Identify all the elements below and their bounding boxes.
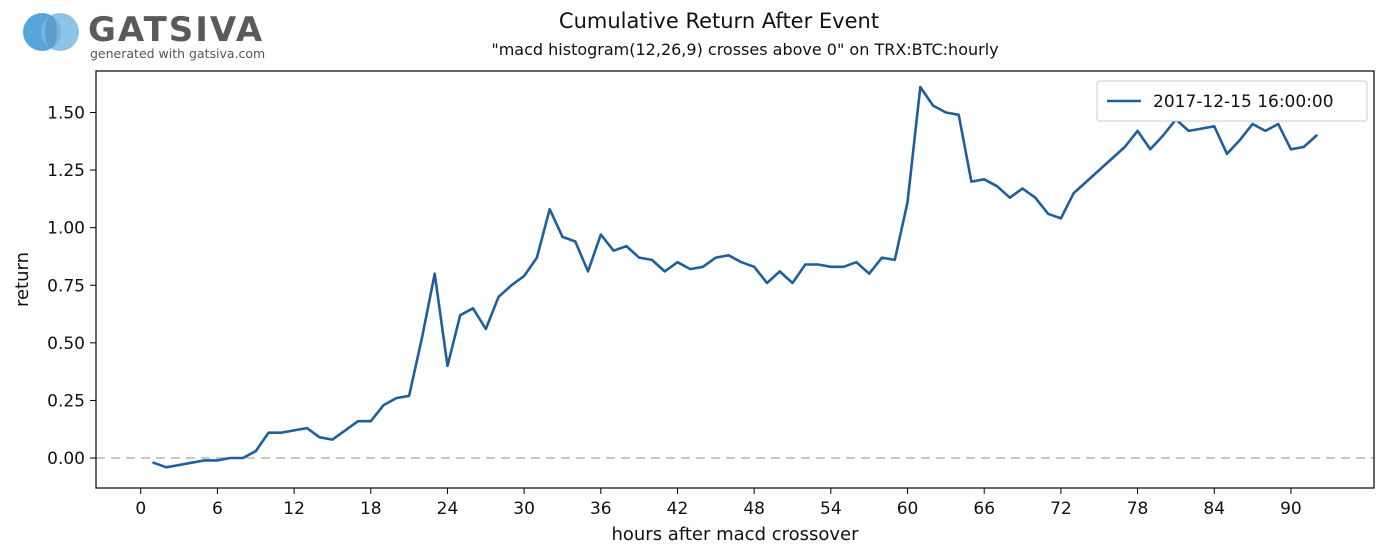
x-tick-label: 84	[1203, 499, 1225, 519]
x-tick-label: 66	[973, 499, 995, 519]
legend-box	[1096, 80, 1368, 122]
x-tick-label: 48	[743, 499, 765, 519]
chart-title: Cumulative Return After Event	[558, 9, 880, 33]
gatsiva-logo: GATSIVA generated with gatsiva.com	[22, 8, 282, 61]
logo-circles-icon	[23, 13, 79, 51]
y-tick-label: 1.00	[47, 219, 85, 239]
logo-circle-right	[41, 13, 79, 51]
legend: 2017-12-15 16:00:00	[1096, 80, 1368, 122]
x-tick-label: 6	[212, 499, 223, 519]
x-axis-label: hours after macd crossover	[611, 524, 859, 545]
y-tick-label: 1.25	[47, 161, 85, 181]
series-line	[152, 85, 1318, 469]
logo-circle-overlap	[45, 16, 57, 48]
y-axis-label: return	[12, 252, 33, 307]
x-tick-label: 54	[820, 499, 842, 519]
y-tick-label: 0.00	[47, 449, 85, 469]
y-tick-label: 0.25	[47, 391, 85, 411]
x-tick-label: 72	[1050, 499, 1072, 519]
y-tick-label: 1.50	[47, 103, 85, 123]
x-tick-label: 90	[1280, 499, 1302, 519]
x-axis-ticks: 0 6 12 18 24 30 36 42 48 54 60 66 72 78 84 90	[135, 488, 1302, 519]
legend-entry-label: 2017-12-15 16:00:00	[1153, 92, 1334, 112]
y-tick-label: 0.50	[47, 334, 85, 354]
x-tick-label: 12	[283, 499, 305, 519]
x-tick-label: 0	[135, 499, 146, 519]
y-axis-ticks: 0.00 0.25 0.50 0.75 1.00 1.25 1.50	[47, 103, 96, 469]
series-layer	[152, 85, 1318, 469]
x-tick-label: 78	[1127, 499, 1149, 519]
x-tick-label: 60	[897, 499, 919, 519]
y-tick-label: 0.75	[47, 276, 85, 296]
plot-frame	[95, 70, 1375, 489]
x-tick-label: 42	[667, 499, 689, 519]
x-tick-label: 30	[513, 499, 535, 519]
logo-tagline: generated with gatsiva.com	[90, 46, 266, 61]
logo-wordmark: GATSIVA	[88, 10, 265, 50]
x-tick-label: 18	[360, 499, 382, 519]
x-tick-label: 24	[437, 499, 459, 519]
chart-subtitle: "macd histogram(12,26,9) crosses above 0…	[491, 40, 999, 59]
x-tick-label: 36	[590, 499, 612, 519]
